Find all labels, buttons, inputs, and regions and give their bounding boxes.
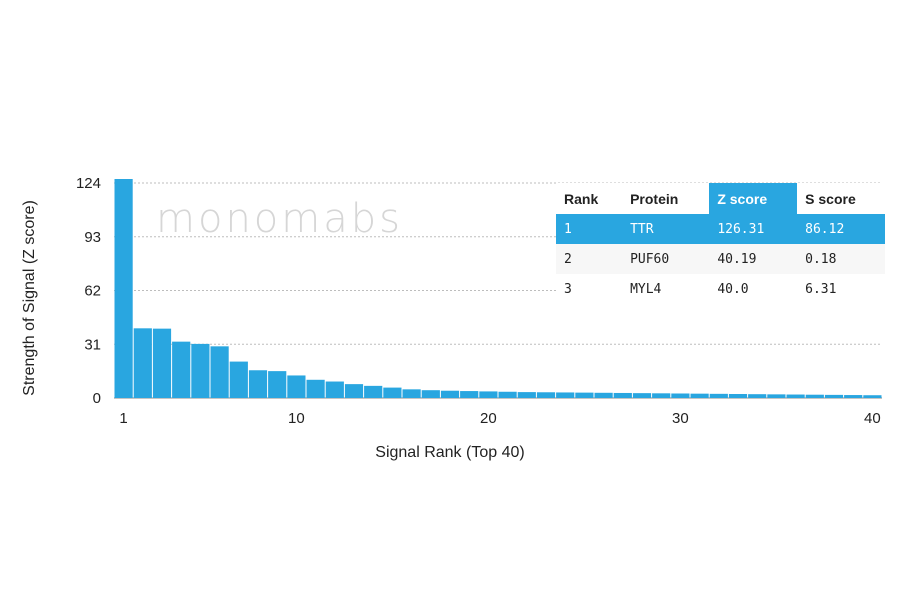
bar-rank-40 <box>863 395 882 398</box>
bar-rank-36 <box>786 394 805 398</box>
bar-rank-3 <box>152 328 172 398</box>
x-tick-label: 1 <box>119 410 127 427</box>
bar-rank-29 <box>652 393 671 398</box>
bar-rank-20 <box>479 391 498 398</box>
cell-protein: PUF60 <box>622 244 710 274</box>
header-protein: Protein <box>622 183 710 214</box>
bar-rank-12 <box>325 381 344 398</box>
cell-z-score: 126.31 <box>709 214 798 244</box>
y-tick-label: 93 <box>84 229 101 246</box>
table-row: 1 TTR 126.31 86.12 <box>556 214 885 244</box>
bar-rank-39 <box>844 395 863 398</box>
y-tick-label: 124 <box>76 175 101 192</box>
table-row: 2 PUF60 40.19 0.18 <box>556 244 885 274</box>
bar-rank-11 <box>306 379 325 398</box>
bar-rank-23 <box>536 392 556 398</box>
y-tick-label: 0 <box>93 390 101 407</box>
y-axis-title: Strength of Signal (Z score) <box>21 200 38 396</box>
bar-rank-7 <box>229 361 248 398</box>
bar-rank-17 <box>421 390 440 398</box>
header-z-score: Z score <box>709 183 798 214</box>
header-rank: Rank <box>556 183 623 214</box>
x-tick-label: 30 <box>672 410 689 427</box>
bar-rank-24 <box>556 392 575 398</box>
bar-rank-26 <box>594 392 613 398</box>
cell-s-score: 6.31 <box>805 281 837 297</box>
bar-rank-27 <box>613 392 632 398</box>
bar-rank-5 <box>191 343 210 398</box>
cell-s-score: 86.12 <box>797 214 885 244</box>
bar-rank-9 <box>268 371 287 398</box>
x-tick-label: 10 <box>288 410 305 427</box>
cell-protein: MYL4 <box>630 281 662 297</box>
bar-rank-34 <box>748 394 767 398</box>
bar-rank-33 <box>728 394 748 398</box>
bars <box>114 179 882 398</box>
score-table: Rank Protein Z score S score 1 TTR 126.3… <box>556 183 885 304</box>
cell-rank: 2 <box>556 244 623 274</box>
cell-s-score: 0.18 <box>797 244 885 274</box>
bar-rank-32 <box>709 393 728 398</box>
bar-rank-16 <box>402 389 421 398</box>
y-tick-label: 62 <box>84 283 101 300</box>
bar-rank-18 <box>440 390 460 398</box>
bar-rank-13 <box>344 384 364 398</box>
bar-rank-4 <box>172 341 191 398</box>
bar-rank-14 <box>364 385 383 398</box>
bar-rank-6 <box>210 346 229 398</box>
bar-rank-35 <box>767 394 786 398</box>
cell-rank: 1 <box>556 214 623 244</box>
watermark-logo: monomabs <box>156 196 403 242</box>
bar-rank-30 <box>671 393 690 398</box>
cell-rank: 3 <box>564 281 572 297</box>
bar-rank-25 <box>575 392 594 398</box>
bar-rank-8 <box>248 370 268 398</box>
table-row: 3 MYL4 40.0 6.31 <box>556 274 885 304</box>
bar-rank-2 <box>133 328 152 398</box>
cell-protein: TTR <box>622 214 710 244</box>
bar-rank-10 <box>287 375 306 398</box>
bar-rank-37 <box>805 394 824 398</box>
bar-rank-28 <box>632 393 652 398</box>
cell-z-score: 40.0 <box>717 281 749 297</box>
y-tick-label: 31 <box>84 336 101 353</box>
bar-rank-1 <box>114 179 133 398</box>
bar-rank-19 <box>460 391 479 398</box>
x-axis-title: Signal Rank (Top 40) <box>375 444 524 461</box>
bar-rank-31 <box>690 393 709 398</box>
x-tick-label: 20 <box>480 410 497 427</box>
x-tick-label: 40 <box>864 410 881 427</box>
cell-z-score: 40.19 <box>709 244 798 274</box>
table-header-row: Rank Protein Z score S score <box>556 183 885 214</box>
bar-rank-15 <box>383 387 402 398</box>
header-s-score: S score <box>797 183 885 214</box>
bar-rank-38 <box>824 394 844 398</box>
x-axis-ticks: 1 10 20 30 40 <box>119 410 880 427</box>
bar-rank-21 <box>498 391 517 398</box>
y-axis-ticks: 0 31 62 93 124 <box>76 175 101 407</box>
bar-rank-22 <box>517 392 536 398</box>
